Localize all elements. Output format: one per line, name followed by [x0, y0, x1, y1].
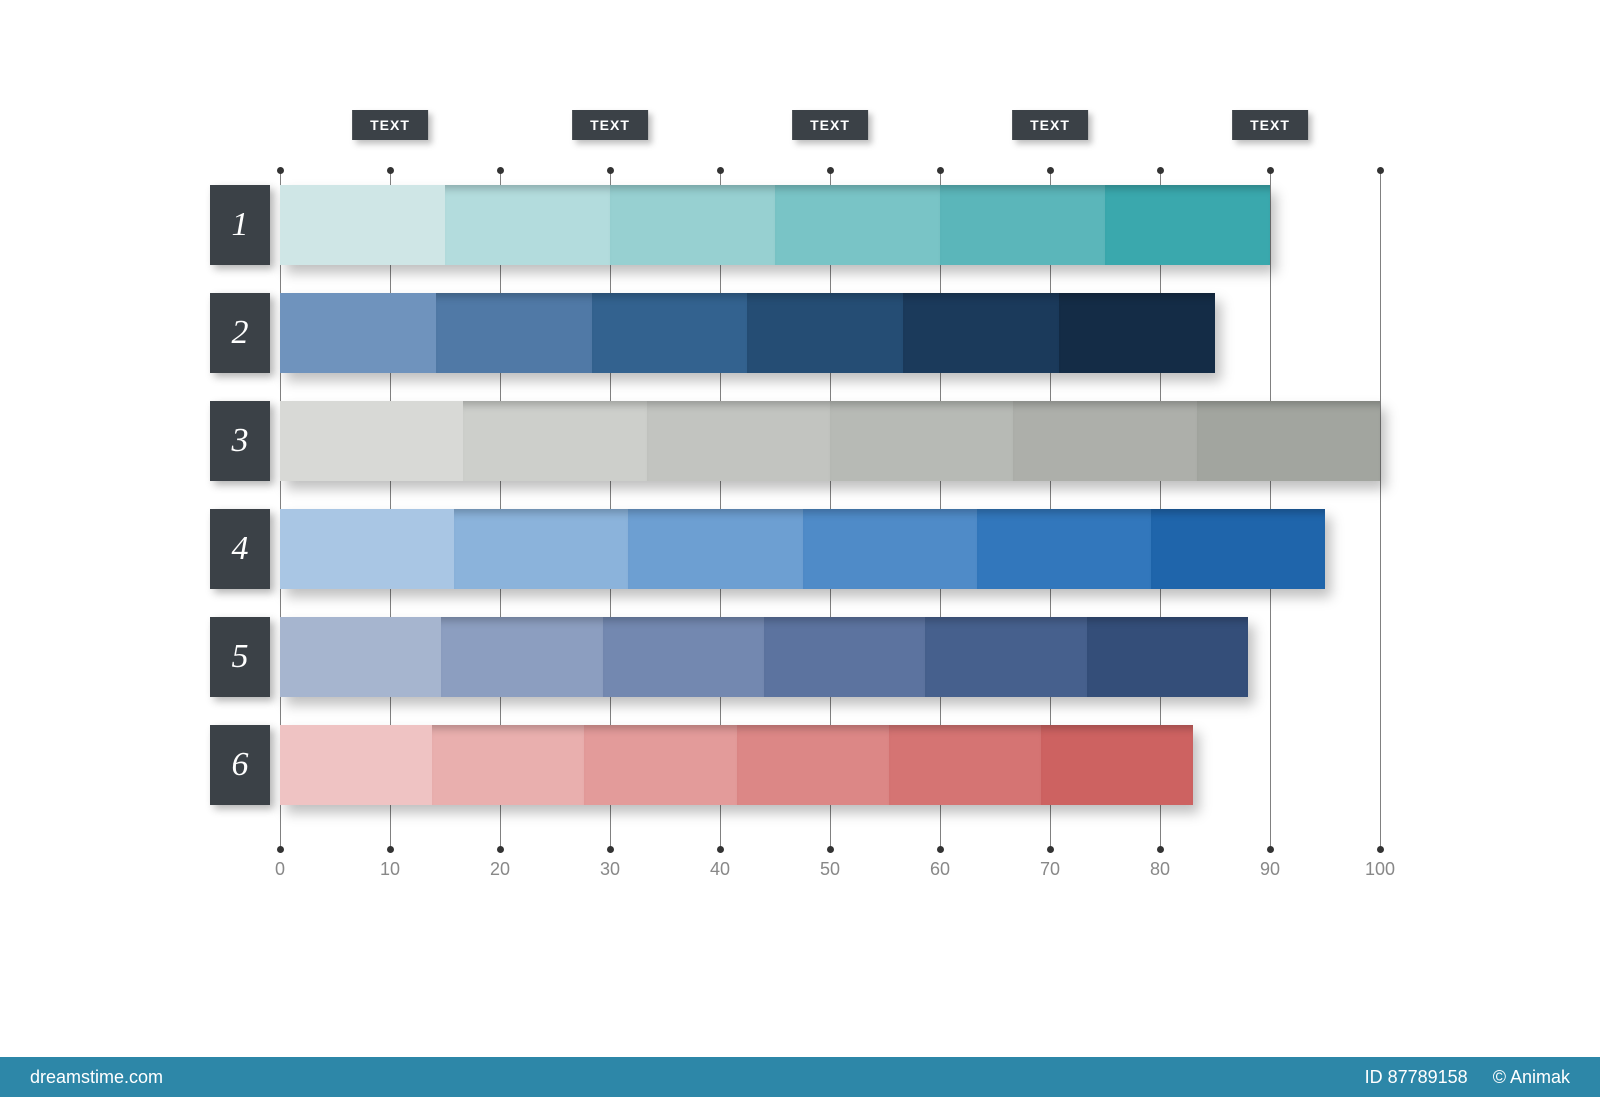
grid-dot: [937, 846, 944, 853]
grid-dot: [1157, 167, 1164, 174]
x-tick-label: 90: [1260, 859, 1280, 880]
bar-row: 1: [280, 185, 1380, 265]
bar-row: 4: [280, 509, 1380, 589]
grid-dot: [497, 846, 504, 853]
row-label: 4: [210, 509, 270, 589]
bar-chart: 0 10 20 30 40 50 60 70 80 90 100 TEXT TEXT TEXT TEXT TE…: [200, 100, 1400, 920]
x-tick-label: 100: [1365, 859, 1395, 880]
grid-dot: [607, 846, 614, 853]
x-tick-label: 20: [490, 859, 510, 880]
grid-dot: [387, 846, 394, 853]
grid-dot: [1377, 167, 1384, 174]
bar-segment: [280, 293, 436, 373]
bar-segment: [889, 725, 1041, 805]
bar-segment: [454, 509, 628, 589]
bar-segment: [747, 293, 903, 373]
bar: [280, 617, 1248, 697]
x-tick-label: 60: [930, 859, 950, 880]
grid-dot: [1157, 846, 1164, 853]
bar-row: 6: [280, 725, 1380, 805]
bar-segment: [280, 617, 441, 697]
bar-segment: [1041, 725, 1193, 805]
grid-dot: [937, 167, 944, 174]
bar: [280, 293, 1215, 373]
bar-segment: [903, 293, 1059, 373]
gridline: [1380, 170, 1381, 850]
bar-segment: [584, 725, 736, 805]
bar: [280, 509, 1325, 589]
bar-segment: [628, 509, 802, 589]
grid-dot: [1267, 846, 1274, 853]
row-label: 3: [210, 401, 270, 481]
bar-row: 3: [280, 401, 1380, 481]
x-tick-label: 50: [820, 859, 840, 880]
bar-segment: [610, 185, 775, 265]
grid-dot: [717, 846, 724, 853]
bar: [280, 401, 1380, 481]
bar-segment: [764, 617, 925, 697]
grid-dot: [1047, 846, 1054, 853]
bar-segment: [432, 725, 584, 805]
bar-segment: [445, 185, 610, 265]
top-tag: TEXT: [792, 110, 868, 140]
bar-segment: [977, 509, 1151, 589]
grid-dot: [277, 167, 284, 174]
bar-segment: [775, 185, 940, 265]
x-tick-label: 70: [1040, 859, 1060, 880]
grid-dot: [1267, 167, 1274, 174]
bar-row: 5: [280, 617, 1380, 697]
footer-author: © Animak: [1493, 1067, 1570, 1088]
x-tick-label: 40: [710, 859, 730, 880]
bar-segment: [1059, 293, 1215, 373]
x-tick-label: 30: [600, 859, 620, 880]
footer-bar: dreamstime.com ID 87789158 © Animak: [0, 1057, 1600, 1097]
bar-segment: [280, 725, 432, 805]
top-tag: TEXT: [1012, 110, 1088, 140]
row-label: 6: [210, 725, 270, 805]
grid-dot: [277, 846, 284, 853]
bar: [280, 185, 1270, 265]
bar-segment: [1087, 617, 1248, 697]
bar-segment: [940, 185, 1105, 265]
bar-segment: [925, 617, 1086, 697]
grid-dot: [827, 846, 834, 853]
bar-segment: [1151, 509, 1325, 589]
grid-dot: [387, 167, 394, 174]
bar-segment: [803, 509, 977, 589]
bar-segment: [280, 509, 454, 589]
plot-area: 0102030405060708090100TEXTTEXTTEXTTEXTTE…: [280, 180, 1380, 840]
bar-segment: [1013, 401, 1196, 481]
bar-segment: [463, 401, 646, 481]
bar-segment: [280, 401, 463, 481]
bar-row: 2: [280, 293, 1380, 373]
bar-segment: [1197, 401, 1380, 481]
grid-dot: [827, 167, 834, 174]
bar-segment: [280, 185, 445, 265]
row-label: 1: [210, 185, 270, 265]
row-label: 5: [210, 617, 270, 697]
grid-dot: [717, 167, 724, 174]
bar-segment: [1105, 185, 1270, 265]
footer-id: ID 87789158: [1365, 1067, 1468, 1088]
bar-segment: [737, 725, 889, 805]
bar-segment: [436, 293, 592, 373]
top-tag: TEXT: [1232, 110, 1308, 140]
x-tick-label: 0: [275, 859, 285, 880]
x-tick-label: 10: [380, 859, 400, 880]
grid-dot: [607, 167, 614, 174]
grid-dot: [1047, 167, 1054, 174]
row-label: 2: [210, 293, 270, 373]
bar-segment: [830, 401, 1013, 481]
bar: [280, 725, 1193, 805]
x-tick-label: 80: [1150, 859, 1170, 880]
grid-dot: [1377, 846, 1384, 853]
bar-segment: [592, 293, 748, 373]
bar-segment: [603, 617, 764, 697]
bar-segment: [441, 617, 602, 697]
top-tag: TEXT: [352, 110, 428, 140]
grid-dot: [497, 167, 504, 174]
top-tag: TEXT: [572, 110, 648, 140]
bar-segment: [647, 401, 830, 481]
footer-site: dreamstime.com: [30, 1067, 163, 1088]
